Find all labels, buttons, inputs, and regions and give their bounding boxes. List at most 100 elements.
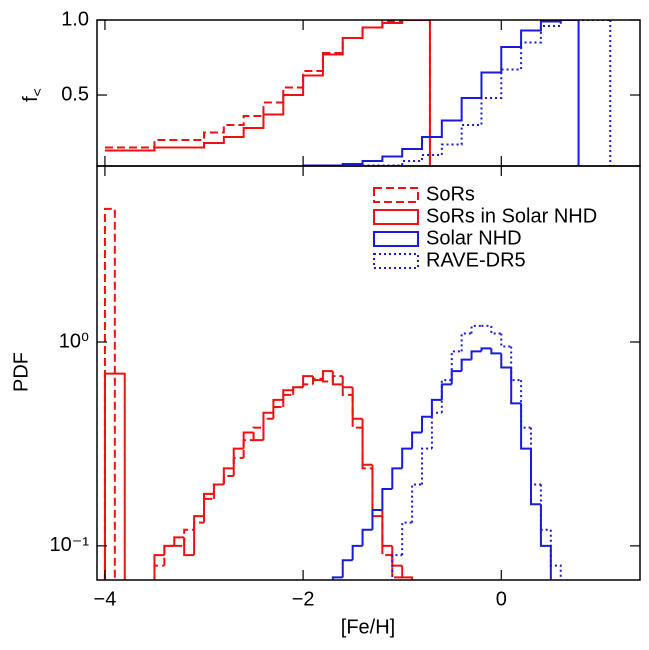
hist-bin — [292, 386, 304, 395]
hist-bin — [331, 375, 343, 382]
y-tick-label: 0.5 — [61, 83, 89, 105]
legend-label: SoRs — [426, 183, 475, 205]
hist-bin — [510, 367, 522, 405]
x-label: [Fe/H] — [341, 616, 395, 638]
hist-bin — [450, 350, 462, 381]
hist-bin — [470, 350, 482, 360]
hist-bin — [262, 417, 274, 428]
hist-bin — [212, 483, 224, 499]
legend-patch — [373, 231, 419, 247]
hist-bin — [391, 467, 403, 490]
hist-bin — [381, 509, 393, 557]
hist-bin — [351, 544, 363, 561]
hist-bin — [331, 371, 343, 386]
hist-bin — [430, 411, 442, 449]
legend-label: SoRs in Solar NHD — [426, 205, 597, 227]
hist-bin — [193, 515, 205, 556]
bottom-y-label: PDF — [10, 352, 32, 392]
hist-bin — [212, 483, 224, 494]
hist-bin — [539, 484, 551, 531]
hist-bin — [549, 529, 562, 580]
hist-bin — [321, 378, 333, 383]
hist-bin — [480, 347, 492, 352]
hist-bin — [302, 375, 314, 388]
hist-bin — [371, 468, 383, 511]
hist-bin — [530, 427, 541, 486]
hist-bin — [440, 379, 452, 413]
hist-bin — [282, 389, 294, 400]
axes-frame — [96, 165, 641, 581]
hist-bin — [440, 383, 452, 400]
y-tick-label: 10⁻¹ — [50, 534, 90, 556]
hist-bin — [520, 403, 532, 450]
hist-bin — [163, 544, 175, 566]
x-tick-label: −4 — [94, 588, 117, 610]
legend-label: RAVE-DR5 — [426, 249, 526, 271]
hist-bin — [222, 467, 234, 485]
hist-bin — [391, 555, 404, 580]
hist-bin — [114, 372, 126, 580]
hist-bin — [421, 447, 432, 485]
hist-bin — [252, 432, 264, 442]
hist-bin — [282, 393, 294, 407]
hist-bin — [500, 353, 512, 369]
hist-bin — [430, 398, 442, 417]
hist-bin — [193, 521, 205, 530]
hist-bin — [331, 576, 343, 580]
cumulative-line — [303, 20, 579, 166]
y-tick-label: 10⁰ — [59, 330, 89, 352]
hist-bin — [500, 333, 512, 348]
hist-bin — [203, 497, 214, 523]
hist-bin — [341, 384, 353, 389]
hist-bin — [411, 431, 423, 449]
hist-bin — [252, 426, 264, 441]
y-label-main: f — [20, 96, 42, 102]
hist-bin — [222, 475, 234, 485]
hist-bin — [163, 544, 175, 556]
hist-bin — [203, 492, 214, 517]
legend-patch — [373, 209, 419, 225]
x-tick-label: −2 — [292, 588, 315, 610]
x-tick-label: 0 — [496, 588, 507, 610]
hist-bin — [351, 394, 363, 429]
plot-area — [103, 207, 562, 580]
hist-bin — [153, 554, 165, 580]
hist-bin — [401, 521, 413, 556]
hist-bin — [460, 358, 472, 372]
hist-bin — [490, 325, 502, 335]
hist-bin — [173, 536, 185, 546]
hist-bin — [470, 324, 482, 334]
hist-bin — [510, 346, 522, 382]
hist-bin — [242, 439, 254, 458]
hist-bin — [232, 447, 244, 469]
legend-label: Solar NHD — [426, 227, 522, 249]
y-label-sub: < — [29, 88, 45, 96]
hist-bin — [232, 456, 244, 477]
hist-bin — [262, 411, 274, 441]
hist-bin — [272, 398, 284, 413]
hist-bin — [361, 418, 373, 466]
cumulative-line — [104, 20, 430, 152]
hist-bin — [302, 383, 314, 388]
cumulative-line — [104, 20, 430, 149]
hist-bin — [183, 528, 195, 546]
hist-bin — [312, 376, 323, 382]
hist-bin — [341, 559, 353, 578]
hist-bin — [361, 528, 373, 546]
hist-bin — [450, 370, 462, 385]
hist-bin — [539, 504, 552, 580]
hist-bin — [361, 427, 373, 470]
hist-bin — [490, 348, 502, 355]
plot-area — [104, 20, 612, 166]
hist-bin — [371, 508, 383, 530]
top-y-label: f< — [20, 88, 44, 102]
hist-bin — [103, 372, 115, 580]
hist-bin — [341, 376, 353, 396]
legend-patch — [373, 187, 419, 203]
hist-bin — [321, 370, 333, 381]
hist-bin — [401, 447, 413, 469]
axes-frame — [96, 19, 641, 167]
hist-bin — [272, 405, 284, 419]
hist-bin — [371, 464, 383, 518]
